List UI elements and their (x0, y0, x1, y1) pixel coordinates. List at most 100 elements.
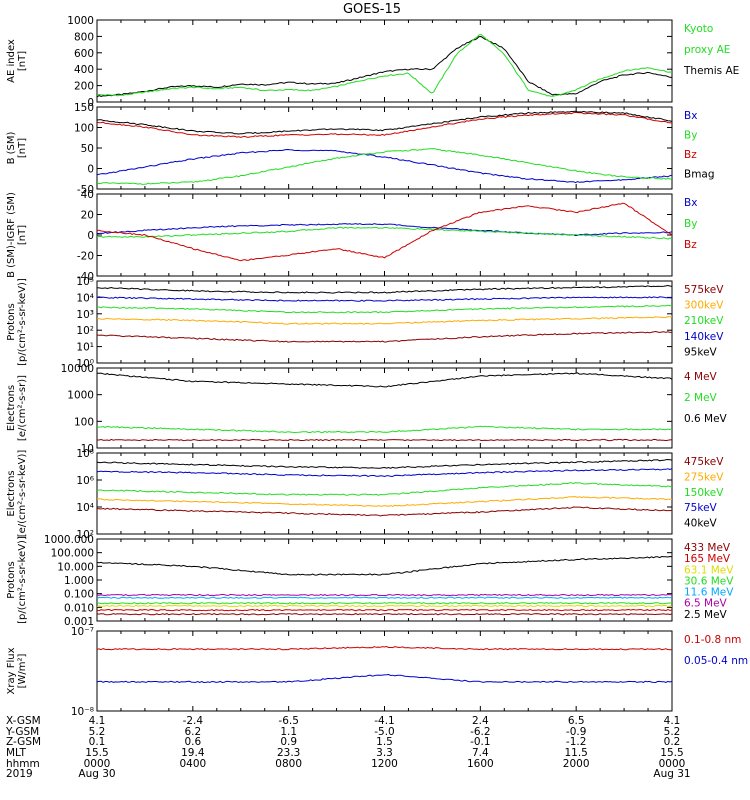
footer-value: 2000 (563, 758, 590, 770)
y-tick-label: 1000 (67, 15, 94, 27)
series-line-green (96, 304, 673, 314)
figure-title: GOES-15 (343, 2, 401, 17)
legend-entry: By (684, 130, 697, 142)
footer-value: 1600 (467, 758, 494, 770)
y-tick-label: 20 (81, 210, 94, 222)
footer-value: -4.1 (374, 715, 395, 727)
series-line-darkred (96, 613, 673, 616)
legend-entry: 575keV (684, 284, 724, 296)
y-tick-label: 0.010 (64, 602, 94, 614)
legend-entry: 0.6 MeV (684, 413, 728, 425)
footer-value: 23.3 (277, 747, 300, 759)
panel-frame (96, 538, 673, 622)
y-tick-label: 1.000 (64, 575, 94, 587)
y-tick-label: 10.000 (57, 561, 94, 573)
y-axis-label: Protons (6, 303, 17, 340)
legend-entry: Bz (684, 149, 697, 161)
series-line-black (96, 458, 673, 469)
footer-label: X-GSM (6, 715, 41, 727)
y-tick-label: 1000 (67, 390, 94, 402)
y-tick-label: -50 (77, 184, 94, 196)
y-tick-label: 800 (74, 31, 94, 43)
footer-value: 6.5 (568, 715, 585, 727)
y-axis-label: AE index (6, 39, 17, 83)
y-tick-label: 10000 (61, 363, 94, 375)
footer-value: 15.5 (660, 747, 683, 759)
panel-frame (96, 452, 673, 535)
y-tick-label: 10⁻⁸ (71, 706, 94, 718)
y-axis-label: [e/(cm²-s-sr)] (17, 375, 28, 441)
series-line-black (96, 555, 673, 576)
series-line-black (96, 284, 673, 294)
footer-value: -5.0 (374, 726, 395, 738)
series-line-green (96, 148, 673, 185)
y-tick-label: -40 (77, 271, 94, 283)
y-tick-label: 100 (74, 416, 94, 428)
legend-entry: 6.5 MeV (684, 598, 728, 610)
legend-entry: Themis AE (683, 65, 739, 77)
series-line-orange (96, 496, 673, 507)
legend-entry: 140keV (684, 331, 724, 343)
legend-entry: 63.1 MeV (684, 564, 734, 576)
series-line-blue (96, 468, 673, 478)
legend-entry: Bx (684, 110, 697, 122)
y-tick-label: 0.100 (64, 589, 94, 601)
y-tick-label: 0 (87, 97, 94, 109)
y-tick-label: 10¹ (76, 342, 94, 354)
legend-entry: 4 MeV (684, 371, 718, 383)
series-line-blue (96, 148, 673, 184)
footer-value: 19.4 (181, 747, 205, 759)
y-tick-label: 200 (74, 81, 94, 93)
legend-entry: Kyoto (684, 23, 713, 35)
panel-frame (96, 19, 673, 103)
y-tick-label: 0.001 (64, 616, 94, 628)
y-axis-label: Electrons (6, 470, 17, 516)
panel-electrons1: 10000 1000 100 10 Electrons [e/(cm²-s-sr)] 4 M… (6, 363, 728, 455)
series-line-green (96, 33, 673, 97)
y-tick-label: 400 (74, 64, 94, 76)
panel-protons1: 10⁵ 10⁴ 10³ 10² 10¹ 10⁰ Protons [p/(cm²-s-sr-ke… (6, 276, 724, 370)
footer-value: 7.4 (472, 747, 489, 759)
panel-frame (96, 106, 673, 190)
legend-entry: By (684, 218, 697, 230)
legend-entry: 2.5 MeV (684, 609, 728, 621)
series-line-red (96, 608, 673, 612)
footer-value: 6.2 (184, 726, 201, 738)
y-tick-label: 150 (74, 102, 94, 114)
footer-value: 0.6 (184, 736, 201, 748)
y-axis-label: Protons (6, 561, 17, 598)
footer-value: 1.5 (376, 736, 393, 748)
series-line-darkred (96, 330, 673, 343)
footer-value: 1200 (371, 758, 398, 770)
legend-entry: 475keV (684, 456, 724, 468)
legend-entry: proxy AE (684, 44, 730, 56)
footer-value: 3.3 (376, 747, 393, 759)
footer-value: 0.2 (664, 736, 681, 748)
y-axis-label: [p/(cm²-s-sr-keV)] (17, 536, 28, 624)
legend-entry: 300keV (684, 300, 724, 312)
legend-entry: 165 MeV (684, 553, 731, 565)
legend-entry: 210keV (684, 315, 724, 327)
series-line-black (96, 110, 673, 135)
y-axis-label: [nT] (17, 225, 28, 245)
footer-value: -2.4 (183, 715, 204, 727)
series-line-purple (97, 593, 672, 597)
y-tick-label: 10⁸ (76, 448, 94, 460)
y-tick-label: 10⁰ (76, 358, 94, 370)
footer-label: hhmm (6, 758, 40, 770)
y-axis-label: Electrons (6, 385, 17, 431)
y-axis-label: B (SM)-IGRF (SM) (6, 192, 17, 278)
series-line-green (96, 226, 673, 240)
footer-label: 2019 (6, 768, 33, 780)
y-axis-label: [nT] (17, 138, 28, 158)
y-axis-label: [p/(cm²-s-sr-keV)] (17, 278, 28, 366)
footer-value: -0.1 (470, 736, 491, 748)
footer-value: 1.1 (280, 726, 297, 738)
panel-ae: 1000 800 600 400 200 0 AE index [nT] Kyoto proxy … (6, 15, 739, 109)
series-line-red (96, 111, 673, 138)
legend-entry: 433 MeV (684, 542, 731, 554)
panel-xray: 10⁻⁷ 10⁻⁸ Xray Flux [W/m²] 0.1-0.8 nm 0.05-0.… (6, 626, 748, 718)
footer-value: -6.2 (470, 726, 491, 738)
